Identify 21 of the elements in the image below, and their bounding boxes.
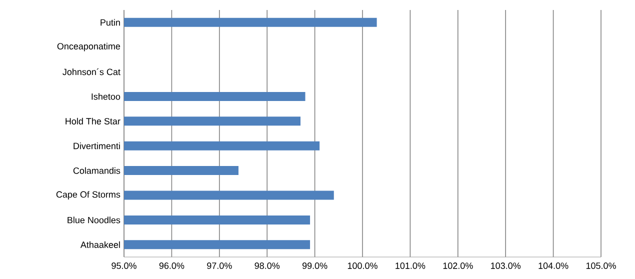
x-tick-label: 101.0%	[396, 262, 426, 269]
x-tick-label: 102.0%	[443, 262, 473, 269]
x-tick-label: 97.0%	[207, 262, 232, 269]
y-tick-label: Athaakeel	[80, 241, 120, 248]
x-tick-label: 100.0%	[348, 262, 378, 269]
y-tick-label: Onceaponatime	[57, 42, 120, 52]
x-tick-label: 103.0%	[491, 262, 521, 269]
x-tick-label: 95.0%	[112, 262, 136, 269]
y-tick-label: Putin	[100, 19, 120, 26]
y-tick-label: Hold The Star	[66, 118, 120, 124]
x-tick-label: 99.0%	[302, 262, 328, 269]
y-tick-label: Johnson´s Cat	[62, 68, 120, 76]
x-tick-label: 104.0%	[538, 262, 568, 269]
x-tick-label: 105.0%	[586, 262, 616, 269]
x-tick-label: 96.0%	[159, 262, 184, 269]
y-tick-label: Ishetoo	[92, 93, 120, 100]
x-tick-label: 98.0%	[254, 262, 280, 269]
y-tick-label: Blue Noodles	[68, 216, 120, 224]
y-tick-label: Divertimenti	[74, 142, 120, 150]
y-tick-label: Cape Of Storms	[56, 191, 120, 200]
y-tick-label: Colamandis	[73, 167, 120, 174]
